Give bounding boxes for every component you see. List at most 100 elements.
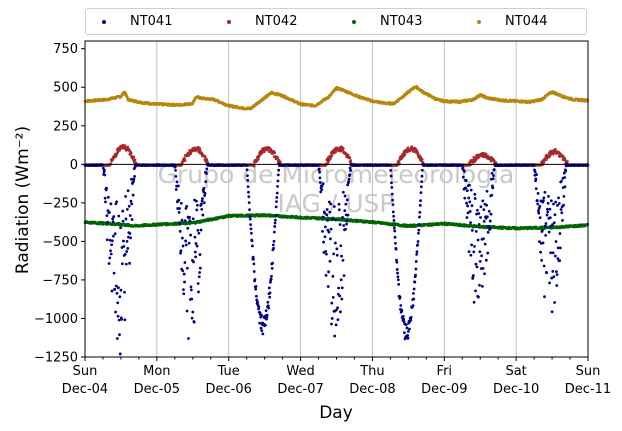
point-nt041 (113, 287, 117, 291)
point-nt041 (548, 216, 552, 220)
point-nt041 (330, 322, 333, 326)
point-nt041 (318, 176, 322, 180)
point-nt041 (560, 179, 563, 183)
point-nt041 (406, 329, 410, 333)
point-nt041 (325, 213, 329, 217)
point-nt041 (277, 168, 281, 172)
point-nt041 (113, 232, 117, 236)
point-nt041 (544, 222, 548, 225)
point-nt041 (109, 202, 113, 206)
point-nt041 (189, 288, 193, 292)
point-nt041 (468, 200, 472, 204)
point-nt041 (415, 250, 419, 254)
point-nt041 (336, 306, 339, 310)
legend-label-nt043: NT043 (380, 14, 423, 29)
point-nt041 (414, 260, 418, 263)
point-nt041 (180, 218, 184, 222)
point-nt041 (266, 304, 270, 308)
point-nt041 (183, 219, 187, 223)
point-nt041 (128, 232, 132, 235)
point-nt041 (538, 216, 542, 220)
point-nt041 (406, 336, 410, 340)
point-nt041 (253, 278, 257, 281)
point-nt041 (545, 213, 549, 217)
point-nt042 (331, 152, 335, 155)
point-nt042 (205, 159, 209, 162)
point-nt042 (267, 150, 271, 154)
point-nt041 (402, 317, 406, 321)
point-nt041 (338, 294, 342, 298)
point-nt041 (399, 304, 403, 307)
point-nt041 (461, 175, 465, 179)
point-nt041 (198, 271, 202, 274)
point-nt041 (391, 198, 394, 202)
point-nt041 (467, 196, 471, 200)
point-nt041 (474, 262, 478, 266)
point-nt041 (552, 221, 556, 225)
point-nt041 (534, 177, 538, 181)
point-nt041 (468, 183, 471, 187)
point-nt041 (110, 239, 114, 243)
point-nt041 (474, 229, 478, 233)
point-nt041 (390, 181, 393, 185)
point-nt042 (123, 144, 127, 148)
point-nt041 (393, 229, 397, 233)
point-nt041 (276, 173, 280, 177)
point-nt041 (133, 166, 137, 169)
point-nt041 (556, 246, 560, 250)
point-nt041 (417, 231, 420, 235)
x-tick-label-weekday: Sun (73, 364, 98, 379)
point-nt041 (188, 215, 191, 219)
point-nt041 (190, 316, 194, 320)
point-nt041 (337, 286, 341, 290)
point-nt041 (124, 217, 128, 221)
point-nt041 (247, 190, 250, 194)
point-nt041 (414, 267, 418, 271)
point-nt041 (194, 199, 198, 203)
point-nt041 (200, 202, 203, 206)
point-nt041 (340, 254, 343, 258)
point-nt041 (127, 204, 131, 208)
point-nt041 (484, 258, 488, 262)
point-nt041 (259, 326, 263, 330)
point-nt041 (179, 251, 182, 255)
point-nt041 (419, 191, 423, 194)
point-nt041 (549, 251, 553, 255)
point-nt041 (554, 240, 558, 243)
point-nt041 (105, 214, 109, 218)
x-tick-label-weekday: Wed (286, 364, 314, 379)
point-nt041 (418, 203, 422, 207)
point-nt041 (334, 323, 338, 327)
point-nt041 (197, 231, 201, 235)
x-tick-label-date: Dec-07 (277, 382, 323, 397)
point-nt041 (178, 221, 182, 225)
point-nt041 (340, 297, 344, 301)
point-nt041 (556, 257, 560, 260)
point-nt041 (266, 300, 270, 304)
point-nt041 (481, 267, 485, 270)
point-nt041 (119, 226, 122, 230)
point-nt041 (558, 246, 562, 250)
point-nt041 (191, 217, 195, 221)
point-nt041 (392, 214, 396, 218)
point-nt041 (547, 230, 551, 234)
point-nt041 (265, 316, 269, 319)
point-nt041 (187, 241, 191, 245)
point-nt041 (406, 334, 410, 337)
point-nt041 (346, 213, 350, 217)
point-nt041 (416, 243, 420, 247)
point-nt041 (465, 201, 468, 205)
point-nt041 (395, 258, 398, 262)
watermark-line: IAG / USP (278, 189, 395, 218)
point-nt041 (318, 170, 322, 174)
point-nt041 (475, 208, 479, 212)
point-nt042 (273, 151, 277, 155)
point-nt041 (274, 205, 278, 209)
point-nt041 (247, 201, 251, 205)
point-nt041 (181, 244, 185, 248)
point-nt041 (551, 269, 555, 273)
point-nt041 (539, 250, 542, 254)
point-nt042 (341, 147, 345, 150)
point-nt041 (327, 230, 331, 234)
point-nt041 (327, 270, 330, 274)
